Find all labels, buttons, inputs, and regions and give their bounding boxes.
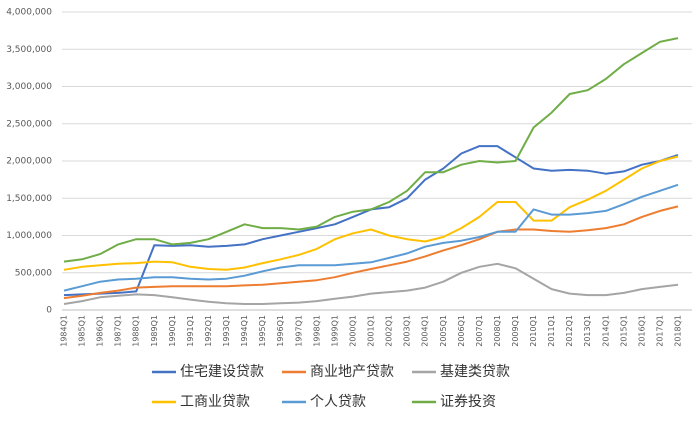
x-tick-label: 1984Q1 bbox=[60, 315, 69, 347]
x-tick-label: 2011Q1 bbox=[547, 315, 556, 347]
x-tick-label: 1999Q1 bbox=[330, 315, 339, 347]
x-tick-label: 2009Q1 bbox=[511, 315, 520, 347]
y-tick-label: 2,500,000 bbox=[6, 119, 52, 129]
x-tick-label: 2006Q1 bbox=[457, 315, 466, 347]
y-tick-label: 3,000,000 bbox=[6, 82, 52, 92]
x-tick-label: 1998Q1 bbox=[312, 315, 321, 347]
x-tick-label: 2000Q1 bbox=[348, 315, 357, 347]
x-tick-label: 1989Q1 bbox=[150, 315, 159, 347]
x-tick-label: 2005Q1 bbox=[439, 315, 448, 347]
y-tick-label: 3,500,000 bbox=[6, 45, 52, 55]
x-tick-label: 1986Q1 bbox=[96, 315, 105, 347]
x-tick-label: 2018Q1 bbox=[674, 315, 683, 347]
legend-label: 证券投资 bbox=[440, 394, 496, 410]
y-tick-label: 0 bbox=[46, 306, 52, 316]
x-tick-label: 2003Q1 bbox=[403, 315, 412, 347]
x-tick-label: 2002Q1 bbox=[385, 315, 394, 347]
x-tick-label: 1991Q1 bbox=[186, 315, 195, 347]
x-tick-label: 2007Q1 bbox=[475, 315, 484, 347]
x-tick-label: 2001Q1 bbox=[367, 315, 376, 347]
x-tick-label: 2016Q1 bbox=[637, 315, 646, 347]
x-tick-label: 1993Q1 bbox=[222, 315, 231, 347]
x-tick-label: 2012Q1 bbox=[565, 315, 574, 347]
x-tick-label: 1995Q1 bbox=[258, 315, 267, 347]
x-tick-label: 1992Q1 bbox=[204, 315, 213, 347]
x-tick-label: 1987Q1 bbox=[114, 315, 123, 347]
legend-label: 个人贷款 bbox=[310, 394, 366, 410]
series-line bbox=[63, 262, 679, 305]
series-line bbox=[63, 183, 679, 292]
x-tick-label: 2008Q1 bbox=[493, 315, 502, 347]
x-tick-label: 2017Q1 bbox=[655, 315, 664, 347]
legend-label: 工商业贷款 bbox=[180, 394, 250, 410]
x-tick-label: 1994Q1 bbox=[240, 315, 249, 347]
x-tick-label: 1985Q1 bbox=[78, 315, 87, 347]
series-line bbox=[63, 205, 679, 300]
x-tick-label: 2010Q1 bbox=[529, 315, 538, 347]
y-tick-label: 500,000 bbox=[15, 268, 52, 278]
legend-label: 商业地产贷款 bbox=[310, 364, 394, 380]
x-tick-label: 2013Q1 bbox=[583, 315, 592, 347]
series-line bbox=[63, 37, 679, 263]
x-tick-label: 1988Q1 bbox=[132, 315, 141, 347]
y-tick-label: 1,500,000 bbox=[6, 194, 52, 204]
y-tick-label: 4,000,000 bbox=[6, 8, 52, 18]
x-tick-label: 2014Q1 bbox=[601, 315, 610, 347]
x-tick-label: 2015Q1 bbox=[619, 315, 628, 347]
x-tick-label: 2004Q1 bbox=[421, 315, 430, 347]
x-tick-label: 1990Q1 bbox=[168, 315, 177, 347]
legend-label: 住宅建设贷款 bbox=[180, 364, 264, 380]
y-tick-label: 1,000,000 bbox=[6, 231, 52, 241]
legend-label: 基建类贷款 bbox=[440, 363, 510, 380]
y-tick-label: 2,000,000 bbox=[6, 157, 52, 167]
series-line bbox=[63, 155, 679, 271]
x-tick-label: 1996Q1 bbox=[276, 315, 285, 347]
x-tick-label: 1997Q1 bbox=[294, 315, 303, 347]
